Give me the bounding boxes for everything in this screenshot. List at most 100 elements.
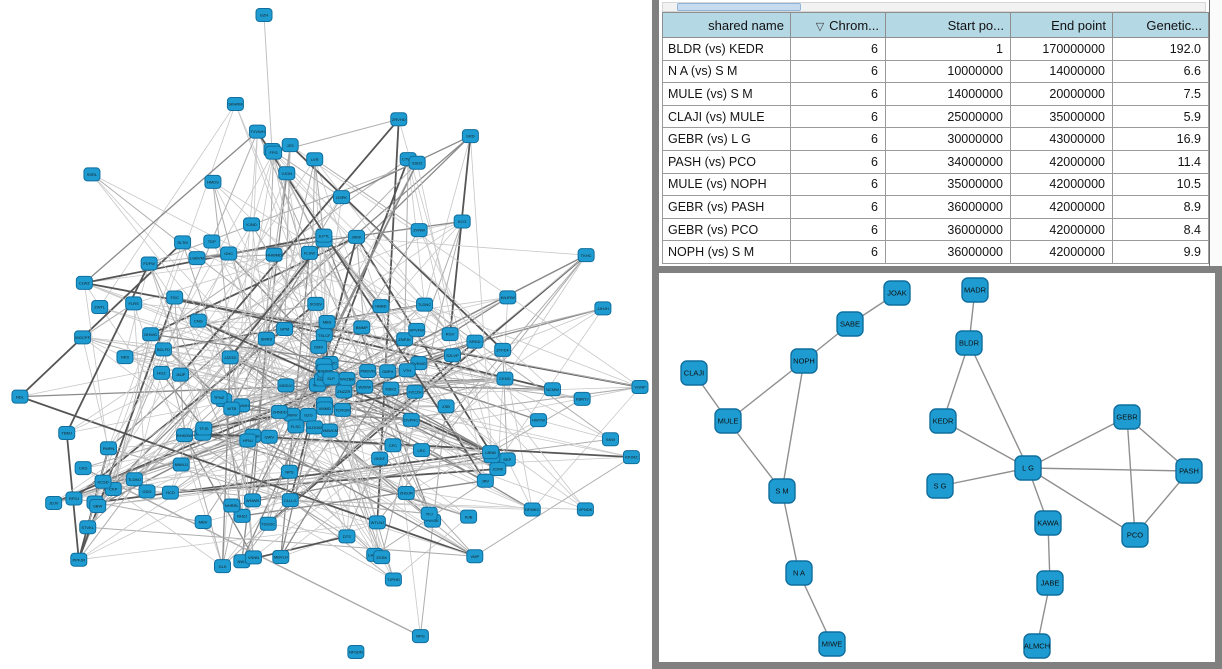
network-node[interactable]: HCD <box>161 485 179 500</box>
network-node[interactable]: WGCPF <box>74 330 92 345</box>
network-node[interactable]: VMMD <box>316 401 334 416</box>
network-node[interactable]: NFSDN <box>347 645 365 659</box>
network-node-PASH[interactable]: PASH <box>1175 458 1203 484</box>
network-node[interactable]: SKW <box>601 432 619 447</box>
column-header-start-po-[interactable]: Start po... <box>885 12 1011 38</box>
network-node[interactable]: JZS <box>281 138 299 153</box>
network-edge-NOPH-MULE[interactable] <box>727 360 805 422</box>
network-node[interactable]: VTH <box>398 363 416 378</box>
network-node[interactable]: WVZBB <box>338 371 356 386</box>
network-edge-GEBR-PCO[interactable] <box>1126 416 1136 536</box>
network-node[interactable]: JNJP <box>172 367 190 382</box>
network-node[interactable]: TFJ <box>420 506 438 521</box>
network-node[interactable]: ZNZZR <box>335 384 353 399</box>
network-edge-LG-PASH[interactable] <box>1027 467 1190 472</box>
network-node[interactable]: ZWTL <box>91 300 109 315</box>
network-node[interactable]: GHC <box>220 246 238 261</box>
network-node[interactable]: HMDS <box>204 174 222 189</box>
table-row[interactable]: GEBR (vs) PASH 6 36000000 42000000 8.9 <box>662 195 1209 219</box>
network-node[interactable]: HGZ <box>153 365 171 380</box>
network-node[interactable]: ZTFDF <box>494 342 512 357</box>
network-node[interactable]: PPFJR <box>70 552 88 567</box>
network-node[interactable]: JNKK <box>348 229 366 244</box>
table-row[interactable]: CLAJI (vs) MULE 6 25000000 35000000 5.9 <box>662 104 1209 129</box>
network-node[interactable]: HPVFW <box>408 322 426 337</box>
network-node[interactable]: NHRRL <box>223 498 241 513</box>
network-node[interactable]: SRD <box>461 129 479 144</box>
network-node[interactable]: KBNTJ <box>573 391 591 406</box>
network-node[interactable]: FZCZH <box>406 384 424 399</box>
network-node[interactable]: GSPK <box>333 190 351 205</box>
network-edge-BLDR-LG[interactable] <box>968 342 1029 469</box>
network-edge-BLDR-KEDR[interactable] <box>942 342 970 422</box>
network-node[interactable]: GWV <box>260 429 278 444</box>
network-node[interactable]: ZHNDD <box>271 404 289 419</box>
network-node-SG[interactable]: S G <box>926 473 954 499</box>
network-node[interactable]: GKKF <box>371 451 389 466</box>
network-node[interactable]: FGC <box>166 290 184 305</box>
network-node[interactable]: JDJV <box>45 495 63 510</box>
network-node[interactable]: HFNJ <box>239 433 257 448</box>
network-node[interactable]: LGBVM <box>188 251 206 266</box>
network-node-PCO[interactable]: PCO <box>1121 522 1149 548</box>
network-node[interactable]: TSLCF <box>315 328 333 343</box>
network-node[interactable]: CLWZ <box>75 275 93 290</box>
network-node[interactable]: TBMJ <box>58 426 76 441</box>
table-row[interactable]: NOPH (vs) S M 6 36000000 42000000 9.9 <box>662 240 1209 264</box>
network-node[interactable]: TCRGM <box>333 402 351 417</box>
network-node[interactable]: NNMJJ <box>172 457 190 472</box>
network-node[interactable]: FLSC <box>287 419 305 434</box>
network-node[interactable]: RGV <box>441 327 459 342</box>
network-node[interactable]: GBPH <box>379 364 397 379</box>
network-node[interactable]: HBBD <box>372 299 390 314</box>
network-node[interactable]: CLLLG <box>281 493 299 508</box>
network-node[interactable]: DVPRC <box>402 412 420 427</box>
network-edge-LG-GEBR[interactable] <box>1027 416 1128 469</box>
network-node[interactable]: ZGSK <box>373 550 391 565</box>
network-node[interactable]: SLP <box>322 371 340 386</box>
network-node-BLDR[interactable]: BLDR <box>955 330 983 356</box>
network-node[interactable]: VPNDK <box>576 502 594 517</box>
network-node[interactable]: JLPTL <box>315 228 333 243</box>
network-node[interactable]: WZKW <box>356 379 374 394</box>
network-node[interactable]: NPG <box>411 629 429 644</box>
network-node[interactable]: DFMKC <box>523 502 541 517</box>
network-node[interactable]: DHWG <box>142 327 160 342</box>
network-node-JABE[interactable]: JABE <box>1036 570 1064 596</box>
network-node[interactable]: LVR <box>306 152 324 167</box>
network-node[interactable]: VMP <box>466 549 484 564</box>
network-node[interactable]: RHKDW <box>175 428 193 443</box>
network-node[interactable]: SLTM <box>174 235 192 250</box>
network-node[interactable]: TLDMJ <box>125 472 143 487</box>
table-vertical-scrollbar-track[interactable] <box>1209 0 1222 266</box>
table-row[interactable]: GEBR (vs) PCO 6 36000000 42000000 8.4 <box>662 217 1209 242</box>
network-node[interactable]: WTB <box>223 401 241 416</box>
network-node[interactable]: SSDZ <box>408 155 426 170</box>
table-row[interactable]: MULE (vs) S M 6 14000000 20000000 7.5 <box>662 82 1209 106</box>
overview-network-canvas[interactable]: VZKKNKSZVNWLGBVMPMPNGKKFSMRSJDJVWNWBLVRD… <box>0 0 652 669</box>
network-node[interactable]: NDL <box>11 389 29 404</box>
network-node-SABE[interactable]: SABE <box>836 311 864 337</box>
network-node[interactable]: JCMK <box>489 462 507 477</box>
network-node[interactable]: GZH <box>255 8 273 22</box>
network-node-NA[interactable]: N A <box>785 560 813 586</box>
network-node[interactable]: CFC <box>384 438 402 453</box>
network-node[interactable]: BMMP <box>353 320 371 335</box>
network-node[interactable]: TVVWH <box>248 124 266 139</box>
network-edge-LG-PCO[interactable] <box>1027 467 1136 536</box>
network-node[interactable]: TDP <box>203 234 221 249</box>
network-node-LG[interactable]: L G <box>1014 455 1042 481</box>
network-node[interactable]: WNWB <box>243 493 261 508</box>
network-node[interactable]: ZSB <box>437 399 455 414</box>
network-node[interactable]: GPM <box>276 321 294 336</box>
network-node[interactable]: TFJS <box>195 421 213 436</box>
network-node-MADR[interactable]: MADR <box>961 277 989 303</box>
network-node[interactable]: JJZGD <box>221 350 239 365</box>
network-node-KEDR[interactable]: KEDR <box>929 408 957 434</box>
network-node[interactable]: JJHJH <box>594 301 612 316</box>
network-node-KAWA[interactable]: KAWA <box>1034 510 1062 536</box>
network-node[interactable]: TGVDC <box>259 516 277 531</box>
column-header-chrom-[interactable]: ▽ Chrom... <box>790 12 886 38</box>
network-node[interactable]: KRKD <box>466 334 484 349</box>
network-node[interactable]: NCMW <box>544 382 562 397</box>
